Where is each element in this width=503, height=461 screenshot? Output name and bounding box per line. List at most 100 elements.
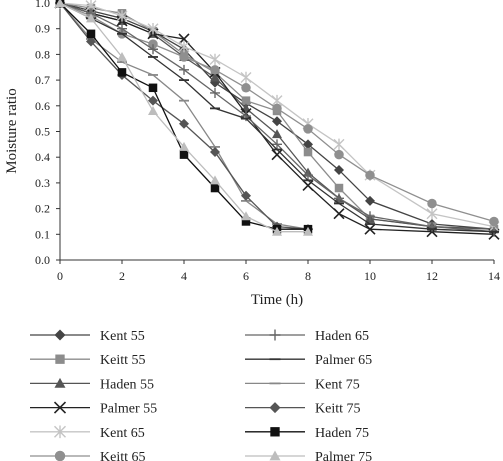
legend-marker [53,401,67,414]
data-point [334,165,344,176]
x-tick-label: 0 [57,269,63,283]
y-tick-label: 0.2 [35,202,50,216]
data-point [334,183,344,193]
series-palmer-65 [55,2,499,233]
legend-item: Haden 55 [30,377,154,392]
legend: Kent 55 Keitt 55 Haden 55 Palmer 55 Kent 65 K… [30,329,372,461]
data-point [179,141,189,151]
y-tick-label: 0.1 [35,227,50,241]
legend-item: Haden 75 [245,426,369,441]
legend-marker [55,354,65,364]
data-point [148,44,158,55]
x-tick-label: 2 [119,269,125,283]
legend-marker [270,427,280,437]
data-point [210,72,220,82]
y-tick-label: 0.5 [35,125,50,139]
legend-label: Haden 65 [315,329,369,344]
data-point [86,13,96,23]
data-point [333,138,345,151]
series-line [59,2,308,230]
data-point [272,226,282,236]
y-tick-label: 0.4 [35,150,50,164]
legend-item: Palmer 75 [245,450,372,461]
data-point [117,68,127,77]
data-point [117,51,127,61]
data-point [365,170,375,180]
series-line [59,2,309,230]
data-point [334,193,344,204]
data-point [148,39,158,49]
data-point [209,53,221,66]
legend-marker [54,329,66,341]
data-point [86,36,96,47]
x-ticks: 0 2 4 6 8 10 12 14 [57,260,500,283]
data-point [241,217,251,226]
x-tick-label: 8 [305,269,311,283]
data-point [365,211,375,222]
series-keitt-65 [55,0,499,227]
legend-item: Keitt 75 [245,402,361,417]
y-tick-label: 0.0 [35,253,50,267]
data-point [178,40,190,53]
y-tick-label: 0.9 [35,22,50,36]
legend-item: Kent 75 [245,377,360,392]
data-point [210,65,220,75]
data-point [241,83,251,93]
series-layer [54,0,500,240]
data-point [365,195,375,206]
y-ticks: 0.0 0.1 0.2 0.3 0.4 0.5 0.6 0.7 0.8 0.9 1.0 [35,0,60,267]
data-point [303,147,313,157]
data-point [334,149,344,160]
data-point [147,22,159,35]
legend-item: Palmer 55 [30,401,157,417]
data-point [302,179,314,192]
data-point [489,216,499,227]
legend-marker [269,450,281,461]
x-tick-label: 4 [181,269,187,283]
data-point [86,29,96,39]
data-point [148,83,158,93]
data-point [179,118,189,129]
data-point [179,150,189,159]
y-axis-label: Moisture ratio [4,88,20,173]
y-tick-label: 0.8 [35,47,50,61]
data-point [210,175,220,185]
legend-marker [54,425,66,439]
legend-marker [269,329,281,341]
y-tick-label: 0.7 [35,73,50,87]
data-point [179,64,189,75]
data-point [241,190,251,201]
legend-item: Kent 65 [30,425,145,441]
y-tick-label: 0.3 [35,176,50,190]
data-point [116,10,128,22]
legend-label: Kent 75 [315,377,360,392]
data-point [241,211,251,221]
legend-item: Haden 65 [245,329,369,344]
data-point [303,170,313,181]
series-haden-75 [55,0,313,234]
legend-label: Palmer 65 [315,353,372,368]
y-tick-label: 0.6 [35,99,50,113]
data-point [117,23,127,34]
legend-label: Haden 75 [315,426,369,441]
legend-label: Haden 55 [100,377,154,392]
data-point [55,0,65,7]
x-tick-label: 14 [488,269,500,283]
legend-label: Palmer 55 [100,402,157,417]
data-point [426,207,438,220]
data-point [364,223,376,235]
data-point [241,96,251,105]
legend-label: Kent 55 [100,329,145,344]
series-line [59,2,309,230]
data-point [271,149,283,161]
legend-label: Keitt 65 [100,450,146,461]
legend-label: Keitt 55 [100,353,146,368]
data-point [333,208,345,220]
legend-item: Palmer 65 [245,353,372,368]
data-point [303,139,313,150]
legend-marker [54,450,66,461]
legend-item: Keitt 65 [30,450,146,461]
data-point [303,226,313,236]
legend-item: Kent 55 [30,329,145,344]
